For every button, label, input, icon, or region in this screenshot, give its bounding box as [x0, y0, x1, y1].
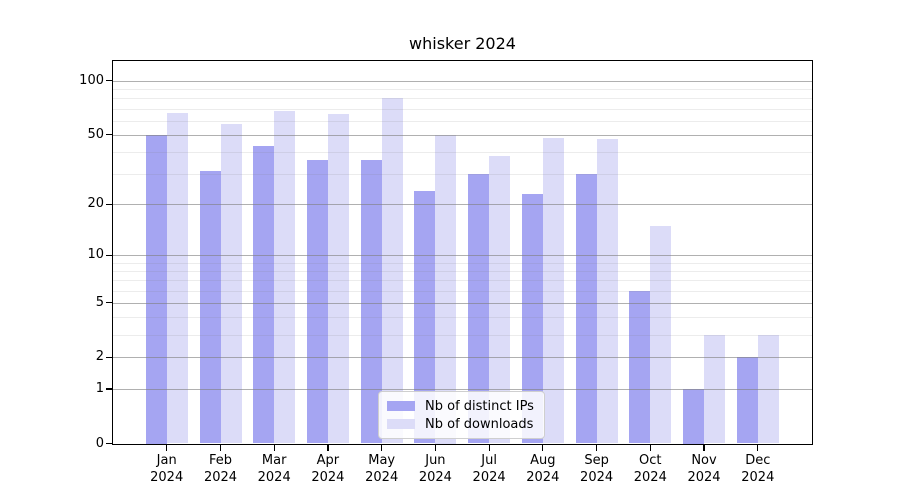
- y-tick-mark-20: [106, 203, 113, 205]
- y-tick-label-5: 5: [95, 294, 104, 310]
- x-tick-mark-jul: [488, 444, 490, 451]
- bar-sep-downloads: [596, 139, 618, 444]
- bar-apr-downloads: [327, 114, 349, 444]
- gridline-50: [113, 134, 812, 136]
- y-tick-label-100: 100: [79, 72, 104, 88]
- x-tick-label-jan: Jan 2024: [150, 453, 184, 485]
- x-tick-mark-aug: [542, 444, 544, 451]
- bar-oct-distinct-ips: [629, 290, 651, 444]
- y-tick-label-10: 10: [87, 247, 104, 263]
- bar-apr-distinct-ips: [306, 159, 328, 444]
- x-tick-label-jul: Jul 2024: [472, 453, 506, 485]
- gridline-20: [113, 204, 812, 206]
- bar-dec-distinct-ips: [736, 357, 758, 444]
- x-tick-mark-nov: [703, 444, 705, 451]
- gridline-9: [113, 262, 812, 264]
- legend: Nb of distinct IPs Nb of downloads: [378, 391, 545, 439]
- bars-layer: [113, 61, 812, 444]
- grid-layer: [113, 61, 812, 444]
- x-tick-mark-may: [381, 444, 383, 451]
- gridline-70: [113, 108, 812, 110]
- bar-aug-downloads: [542, 137, 564, 444]
- bar-mar-downloads: [274, 110, 296, 444]
- y-tick-label-50: 50: [87, 126, 104, 142]
- gridline-6: [113, 290, 812, 292]
- gridline-60: [113, 120, 812, 122]
- gridline-40: [113, 151, 812, 153]
- bar-jul-distinct-ips: [468, 173, 490, 444]
- gridline-5: [113, 302, 812, 304]
- legend-label-downloads: Nb of downloads: [425, 416, 534, 432]
- x-tick-label-oct: Oct 2024: [633, 453, 667, 485]
- legend-label-distinct-ips: Nb of distinct IPs: [425, 398, 534, 414]
- legend-swatch-distinct-ips-icon: [387, 401, 415, 411]
- y-tick-mark-2: [106, 356, 113, 358]
- x-tick-mark-feb: [219, 444, 222, 451]
- legend-swatch-downloads-icon: [387, 419, 415, 429]
- x-tick-label-aug: Aug 2024: [526, 453, 560, 485]
- gridline-80: [113, 98, 812, 100]
- plot-area: [112, 60, 813, 445]
- y-tick-mark-5: [106, 302, 113, 304]
- bar-nov-distinct-ips: [683, 389, 704, 444]
- bar-sep-distinct-ips: [575, 173, 597, 444]
- y-tick-label-0: 0: [95, 435, 104, 451]
- bar-mar-distinct-ips: [253, 146, 275, 444]
- bar-jul-downloads: [489, 155, 511, 444]
- y-tick-mark-10: [106, 254, 113, 256]
- gridline-30: [113, 173, 812, 175]
- gridline-90: [113, 89, 812, 90]
- x-tick-label-nov: Nov 2024: [687, 453, 721, 485]
- y-tick-label-2: 2: [95, 349, 104, 365]
- y-tick-mark-100: [106, 80, 113, 82]
- x-tick-mark-apr: [327, 444, 329, 451]
- bar-jun-downloads: [435, 134, 457, 444]
- gridline-1: [113, 389, 812, 390]
- x-tick-mark-mar: [273, 444, 275, 451]
- y-tick-label-1: 1: [95, 381, 104, 396]
- x-tick-label-dec: Dec 2024: [741, 453, 775, 485]
- y-tick-label-20: 20: [87, 196, 104, 212]
- bar-may-downloads: [381, 98, 403, 444]
- bar-may-distinct-ips: [360, 159, 382, 444]
- gridline-100: [113, 80, 812, 82]
- gridline-2: [113, 357, 812, 359]
- bar-feb-distinct-ips: [199, 171, 221, 444]
- gridline-7: [113, 280, 812, 282]
- gridline-10: [113, 255, 812, 257]
- x-tick-mark-jun: [434, 444, 437, 451]
- gridline-8: [113, 270, 812, 272]
- bar-feb-downloads: [220, 124, 242, 444]
- legend-item-distinct-ips: Nb of distinct IPs: [387, 399, 536, 414]
- y-tick-mark-0: [106, 442, 113, 445]
- legend-item-downloads: Nb of downloads: [387, 417, 536, 432]
- bar-jun-distinct-ips: [414, 190, 436, 444]
- x-tick-label-sep: Sep 2024: [580, 453, 614, 485]
- x-tick-label-apr: Apr 2024: [311, 453, 345, 485]
- x-tick-label-mar: Mar 2024: [257, 453, 291, 485]
- bar-jan-distinct-ips: [145, 134, 167, 444]
- x-tick-mark-dec: [757, 444, 759, 451]
- gridline-4: [113, 317, 812, 318]
- x-tick-mark-sep: [596, 444, 598, 451]
- x-tick-label-jun: Jun 2024: [418, 453, 452, 485]
- x-tick-label-feb: Feb 2024: [203, 453, 238, 485]
- bar-jan-downloads: [166, 113, 188, 444]
- y-tick-mark-50: [106, 133, 113, 136]
- x-tick-label-may: May 2024: [365, 453, 399, 485]
- chart-title: whisker 2024: [409, 34, 516, 53]
- gridline-3: [113, 334, 812, 336]
- x-tick-mark-oct: [649, 444, 651, 451]
- bar-aug-distinct-ips: [521, 193, 543, 444]
- y-tick-mark-1: [106, 388, 113, 390]
- x-tick-mark-jan: [166, 444, 168, 451]
